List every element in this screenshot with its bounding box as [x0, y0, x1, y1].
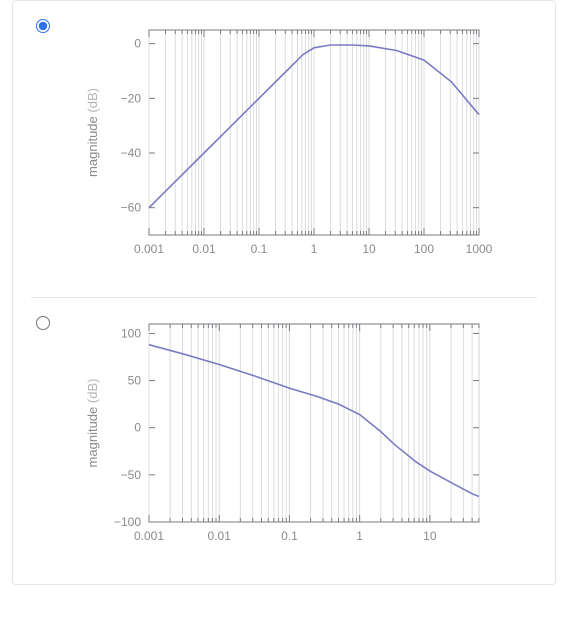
chart-1: 0.001 0.01 0.1 1 10 −100 −50 0 50 100 magnitude (d…	[69, 312, 537, 562]
svg-text:1: 1	[356, 529, 363, 543]
svg-text:0.01: 0.01	[208, 529, 232, 543]
svg-text:100: 100	[414, 242, 434, 256]
svg-text:1: 1	[311, 242, 318, 256]
svg-text:1000: 1000	[466, 242, 493, 256]
svg-text:10: 10	[423, 529, 437, 543]
svg-text:0.001: 0.001	[134, 529, 164, 543]
svg-text:0.1: 0.1	[281, 529, 298, 543]
svg-text:−60: −60	[121, 201, 142, 215]
svg-text:0.01: 0.01	[192, 242, 216, 256]
svg-text:−100: −100	[114, 515, 141, 529]
svg-text:0: 0	[134, 37, 141, 51]
svg-text:0: 0	[134, 421, 141, 435]
svg-text:−40: −40	[121, 146, 142, 160]
answer-option-1[interactable]: 0.001 0.01 0.1 1 10 −100 −50 0 50 100 magnitude (d…	[13, 298, 555, 584]
answer-radio-0[interactable]	[36, 19, 50, 33]
svg-text:100: 100	[121, 326, 141, 340]
answer-option-0[interactable]: 0.001 0.01 0.1 1 10 100 1000 −60 −40 −20 0 magnitud…	[13, 1, 555, 297]
chart-0: 0.001 0.01 0.1 1 10 100 1000 −60 −40 −20 0 magnitud…	[69, 15, 537, 275]
svg-text:50: 50	[128, 374, 142, 388]
svg-text:magnitude (dB): magnitude (dB)	[85, 379, 100, 468]
answer-radio-1[interactable]	[36, 316, 50, 330]
answer-card: 0.0010.010.11101001000−60−40−200magnitud…	[12, 0, 556, 585]
svg-text:magnitude (dB): magnitude (dB)	[85, 88, 100, 177]
svg-text:0.001: 0.001	[134, 242, 164, 256]
svg-text:−20: −20	[121, 91, 142, 105]
svg-text:−50: −50	[121, 468, 142, 482]
svg-text:0.1: 0.1	[251, 242, 268, 256]
svg-text:10: 10	[362, 242, 376, 256]
